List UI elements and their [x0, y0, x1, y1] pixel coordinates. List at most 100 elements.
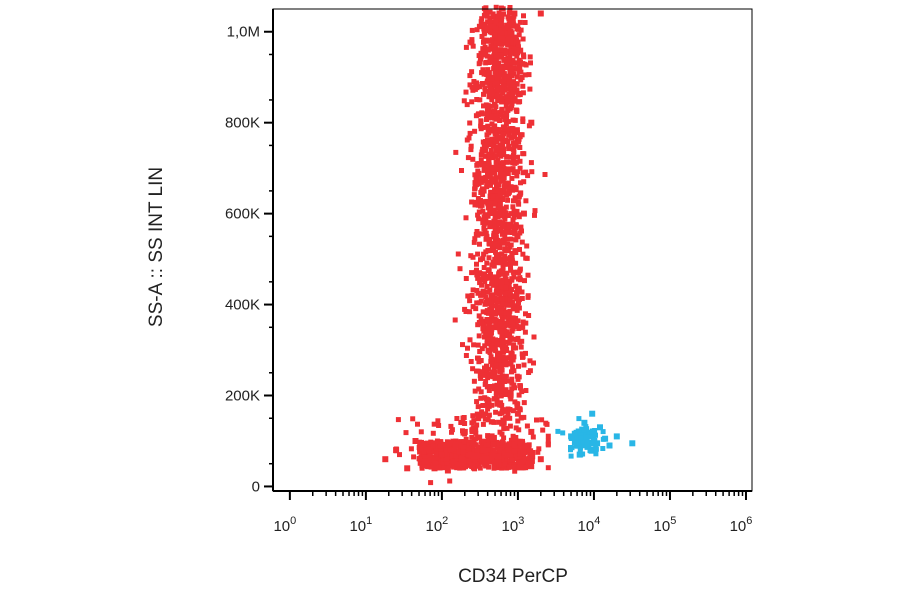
data-point-cd34-pos-cloud [593, 451, 599, 457]
data-point-cd34-neg-cloud [491, 419, 497, 425]
data-point-cd34-neg-cloud [470, 413, 476, 419]
data-point-cd34-neg-cloud [508, 99, 514, 104]
data-point-cd34-neg-cloud [476, 209, 482, 215]
data-point-cd34-neg-cloud [511, 342, 517, 348]
data-point-cd34-neg [495, 74, 502, 81]
data-point-cd34-neg-cloud [496, 325, 502, 331]
data-point-cd34-neg-cloud [511, 464, 517, 470]
data-point-cd34-neg-cloud [515, 154, 520, 160]
data-point-cd34-neg-cloud [480, 125, 486, 130]
data-point-cd34-neg-cloud [504, 465, 510, 471]
data-point-cd34-neg-cloud [492, 188, 497, 194]
x-tick-layer: 100 101 102 103 104 105 106 [273, 491, 752, 535]
data-point-cd34-neg-cloud [483, 59, 489, 65]
data-point-cd34-neg-cloud [474, 448, 480, 454]
data-point-cd34-neg-cloud [509, 73, 515, 79]
data-point-cd34-pos-cloud [568, 445, 573, 450]
data-point-cd34-neg-cloud [503, 204, 509, 210]
data-point-cd34-neg-cloud [454, 416, 460, 421]
data-point-cd34-neg-cloud [489, 455, 495, 460]
data-point-cd34-neg-cloud [494, 441, 500, 447]
data-point-cd34-neg-cloud [490, 374, 496, 380]
data-point-cd34-neg-cloud [511, 269, 517, 275]
data-point-cd34-neg-cloud [492, 83, 498, 89]
data-point-cd34-neg-cloud [471, 192, 477, 198]
x-tick-label: 106 [730, 515, 753, 535]
data-point-cd34-neg-cloud [487, 224, 493, 230]
data-point-cd34-neg-cloud [509, 351, 515, 357]
data-point-cd34-pos-cloud [579, 443, 585, 449]
data-point-cd34-neg-cloud [502, 310, 508, 316]
data-point-cd34-neg-cloud [498, 167, 504, 173]
data-point-cd34-neg-cloud [510, 364, 516, 370]
data-point-cd34-pos-cloud [600, 446, 606, 451]
data-point-cd34-neg-cloud [509, 448, 515, 454]
y-tick-layer: 0 200K 400K 600K 800K 1,0M [225, 24, 273, 495]
data-point-cd34-neg-cloud [403, 430, 409, 436]
data-point-cd34-neg-cloud [511, 214, 517, 220]
data-point-cd34-neg-cloud [493, 196, 499, 201]
data-point-cd34-neg-cloud [477, 97, 483, 103]
data-point-cd34-neg-cloud [460, 463, 466, 469]
data-point-cd34-neg-cloud [531, 334, 537, 340]
data-point-cd34-neg-cloud [486, 388, 492, 393]
data-point-cd34-neg-cloud [523, 456, 529, 462]
data-point-cd34-neg-cloud [478, 50, 484, 56]
data-point-cd34-neg-cloud [525, 293, 531, 299]
data-point-cd34-neg-cloud [512, 50, 518, 56]
data-point-cd34-neg-cloud [511, 132, 517, 138]
data-point-cd34-pos-cloud [584, 441, 590, 446]
data-point-cd34-neg-cloud [480, 288, 486, 294]
data-point-cd34-neg-cloud [427, 453, 433, 459]
x-tick-label: 104 [578, 515, 601, 535]
data-point-cd34-neg-cloud [513, 223, 519, 229]
points-layer [382, 4, 636, 486]
data-point-cd34-neg-cloud [489, 248, 495, 253]
data-point-cd34-neg-cloud [497, 207, 503, 212]
data-point-cd34-neg-cloud [477, 465, 483, 471]
data-point-cd34-neg [500, 419, 507, 426]
data-point-cd34-neg-cloud [483, 442, 489, 448]
data-point-cd34-neg-cloud [530, 434, 536, 440]
x-tick-exponent: 1 [366, 515, 372, 527]
data-point-cd34-neg-cloud [478, 389, 484, 395]
data-point-cd34-neg-cloud [488, 241, 494, 247]
data-point-cd34-pos-cloud [593, 446, 599, 452]
data-point-cd34-neg-cloud [496, 419, 502, 425]
data-point-cd34-neg [458, 456, 465, 463]
data-point-cd34-neg-cloud [496, 41, 502, 47]
data-point-cd34-neg [452, 442, 459, 449]
data-point-cd34-neg-cloud [485, 172, 490, 178]
x-tick-exponent: 5 [670, 515, 676, 527]
data-point-cd34-neg-cloud [496, 272, 502, 278]
data-point-cd34-neg-cloud [484, 37, 490, 43]
data-point-cd34-neg-cloud [460, 415, 466, 421]
data-point-cd34-neg-cloud [511, 382, 517, 388]
data-point-cd34-neg [469, 463, 476, 469]
data-point-cd34-neg-cloud [482, 365, 487, 371]
data-point-cd34-neg-cloud [512, 117, 518, 123]
data-point-cd34-neg-cloud [487, 83, 493, 89]
data-point-cd34-neg-cloud [494, 296, 499, 302]
data-point-cd34-neg-cloud [511, 46, 517, 52]
data-point-cd34-neg-cloud [480, 421, 486, 427]
data-point-cd34-neg-cloud [497, 202, 503, 208]
data-point-cd34-neg-cloud [474, 27, 480, 33]
data-point-cd34-neg-cloud [508, 87, 514, 93]
data-point-cd34-neg-cloud [526, 123, 532, 129]
data-point-cd34-pos-cloud [584, 434, 590, 440]
data-point-cd34-neg-cloud [451, 449, 457, 455]
data-point-cd34-neg-cloud [476, 216, 482, 222]
data-point-cd34-neg-cloud [523, 255, 529, 261]
data-point-cd34-neg-cloud [483, 174, 489, 180]
data-point-cd34-neg [480, 447, 487, 454]
data-point-cd34-neg-cloud [519, 338, 525, 344]
data-point-cd34-neg-cloud [474, 399, 480, 405]
data-point-cd34-neg-cloud [520, 151, 526, 157]
data-point-cd34-neg-cloud [463, 215, 469, 221]
data-point-cd34-neg-cloud [490, 170, 496, 176]
data-point-cd34-neg-cloud [483, 294, 489, 300]
data-point-cd34-neg-cloud [517, 158, 523, 164]
data-point-cd34-neg-cloud [508, 267, 514, 273]
data-point-cd34-pos-cloud [555, 428, 561, 434]
